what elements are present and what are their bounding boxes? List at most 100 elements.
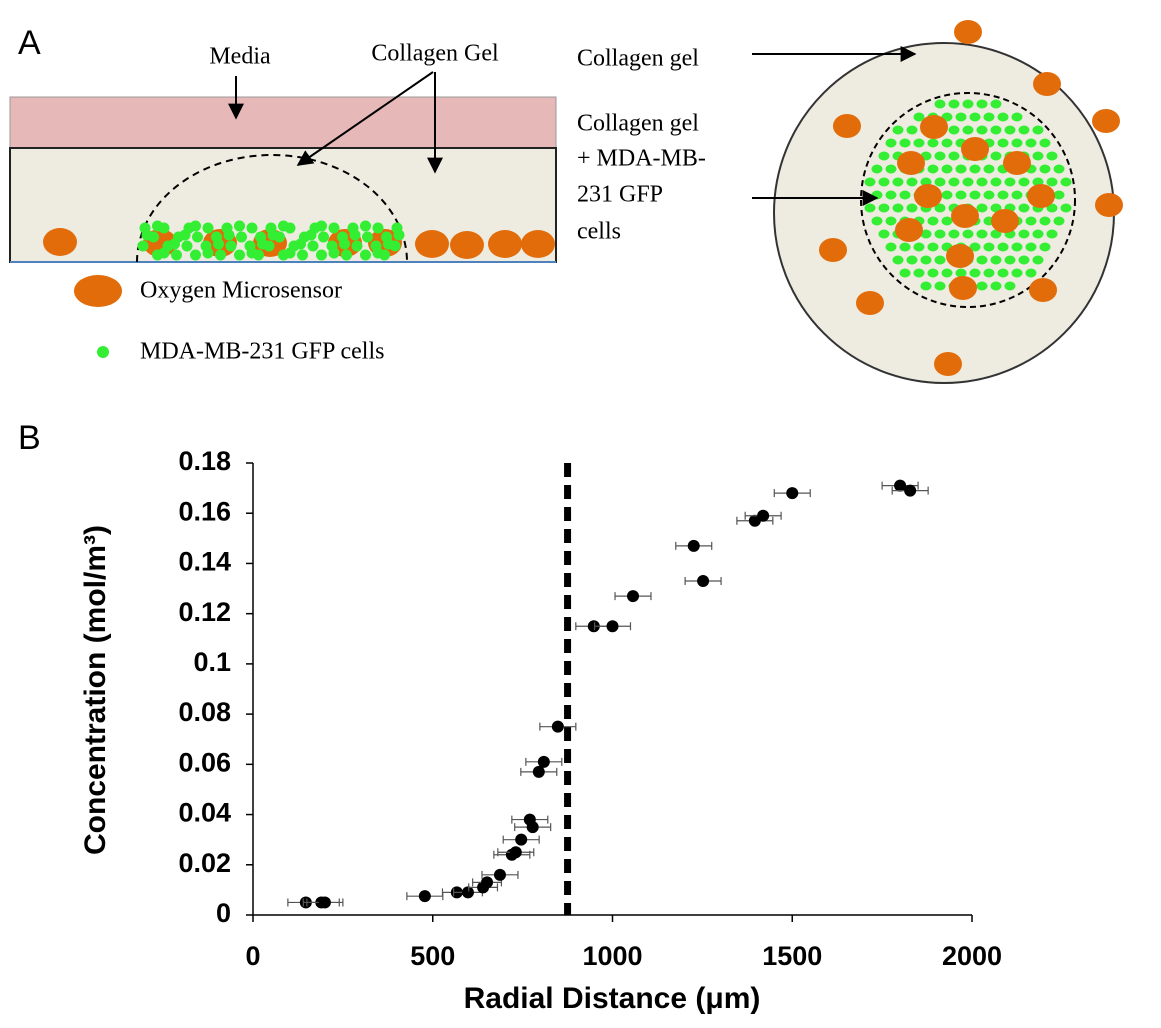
cell <box>885 190 897 200</box>
cell <box>927 164 939 174</box>
well <box>773 42 1115 384</box>
sensor <box>914 184 942 208</box>
cell <box>913 242 925 252</box>
cell <box>1060 203 1072 213</box>
cell <box>236 231 247 243</box>
cell <box>1011 112 1023 122</box>
cell <box>906 255 918 265</box>
cell <box>1011 190 1023 200</box>
cell <box>341 249 352 261</box>
label: + MDA-MB- <box>577 146 706 172</box>
cell <box>983 242 995 252</box>
cell <box>158 222 170 234</box>
data-point <box>509 846 522 859</box>
cell <box>969 242 981 252</box>
sensor <box>991 209 1019 233</box>
cell <box>274 231 285 243</box>
cell <box>955 268 967 278</box>
data-point <box>461 886 474 899</box>
cell <box>913 112 925 122</box>
label: Collagen Gel <box>371 41 499 67</box>
y-tick-label: 0.04 <box>178 798 231 828</box>
cell <box>379 249 390 261</box>
cell <box>1053 216 1065 226</box>
sensor <box>521 230 555 258</box>
x-tick-label: 2000 <box>942 941 1002 971</box>
cell <box>223 229 235 241</box>
cell <box>389 240 401 252</box>
data-point <box>687 539 700 552</box>
cell <box>181 240 193 252</box>
cell <box>328 247 340 259</box>
sensor <box>450 231 484 259</box>
cell <box>962 229 974 239</box>
label: Collagen gel <box>577 46 699 72</box>
cell <box>1046 177 1058 187</box>
sensor-group <box>819 20 1123 376</box>
cell-group <box>137 220 405 261</box>
sensor <box>833 114 861 138</box>
data-point <box>606 620 619 633</box>
cell <box>934 281 946 291</box>
sensor <box>43 228 77 256</box>
cell <box>171 249 182 261</box>
cell <box>295 238 306 250</box>
cell <box>906 125 918 135</box>
cell <box>1004 177 1016 187</box>
sensor <box>934 352 962 376</box>
cell <box>878 229 890 239</box>
cell <box>927 268 939 278</box>
cell <box>934 177 946 187</box>
sensor <box>954 20 982 44</box>
cell <box>955 190 967 200</box>
cell <box>892 125 904 135</box>
sensor <box>1033 72 1061 96</box>
cell <box>234 249 245 261</box>
panel-label: A <box>18 24 41 62</box>
cell <box>983 112 995 122</box>
cell <box>1032 255 1044 265</box>
cell <box>906 177 918 187</box>
cell <box>1011 138 1023 148</box>
x-tick-label: 0 <box>245 941 260 971</box>
cell <box>990 151 1002 161</box>
y-tick-label: 0.08 <box>178 697 231 727</box>
cell <box>372 222 384 234</box>
cell <box>234 220 245 232</box>
cell <box>192 231 203 243</box>
cell <box>1018 125 1030 135</box>
cell <box>307 240 319 252</box>
cell <box>920 255 932 265</box>
cell <box>976 99 988 109</box>
cell <box>297 249 308 261</box>
cell <box>969 190 981 200</box>
cell <box>328 222 340 234</box>
cell <box>316 220 327 232</box>
cell <box>892 255 904 265</box>
cell <box>948 229 960 239</box>
sensor <box>1092 109 1120 133</box>
cell <box>990 125 1002 135</box>
cell <box>990 281 1002 291</box>
cell <box>1032 125 1044 135</box>
cell <box>225 240 237 252</box>
cell <box>305 229 317 241</box>
cell <box>927 138 939 148</box>
sensor <box>1027 184 1055 208</box>
cell <box>1025 138 1037 148</box>
cell <box>284 222 296 234</box>
y-tick-label: 0.14 <box>178 547 231 577</box>
cell <box>969 164 981 174</box>
cell <box>360 249 371 261</box>
cell <box>179 229 191 241</box>
data-point <box>526 821 539 834</box>
cell <box>885 216 897 226</box>
cell <box>213 238 224 250</box>
core-outline <box>860 92 1076 308</box>
cell <box>1004 255 1016 265</box>
data-point <box>418 890 431 903</box>
cell <box>990 99 1002 109</box>
arrow <box>296 71 434 166</box>
cell <box>1025 268 1037 278</box>
cell <box>137 240 149 252</box>
